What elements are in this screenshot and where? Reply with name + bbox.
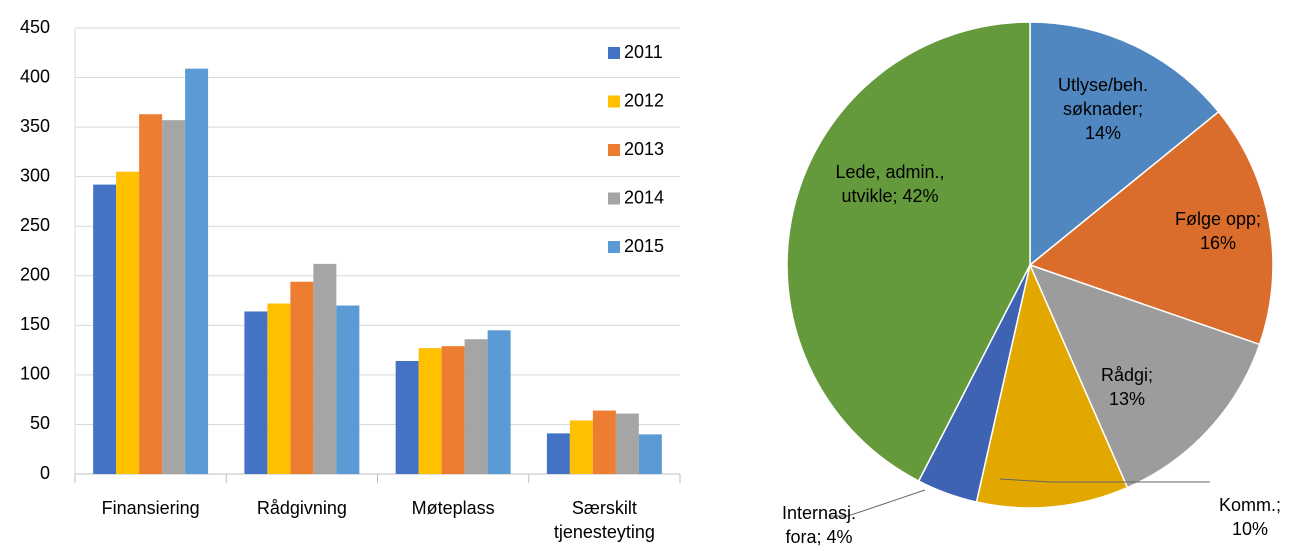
bar — [546, 433, 570, 474]
legend-swatch — [608, 47, 620, 59]
legend-swatch — [608, 144, 620, 156]
y-tick-label: 0 — [40, 463, 50, 483]
bar — [395, 361, 419, 474]
bar — [313, 263, 337, 474]
bar — [487, 330, 511, 474]
x-tick-label: Særskilt tjenesteyting — [553, 498, 655, 542]
x-tick-label: Møteplass — [411, 498, 495, 518]
y-tick-label: 300 — [20, 165, 50, 185]
y-tick-label: 200 — [20, 265, 50, 285]
bar — [185, 68, 209, 474]
x-tick-label: Rådgivning — [256, 498, 347, 518]
legend-label: 2015 — [624, 236, 664, 256]
y-tick-label: 450 — [20, 17, 50, 37]
y-tick-label: 250 — [20, 215, 50, 235]
leader-line — [999, 478, 1210, 483]
bar — [139, 114, 163, 474]
y-tick-label: 150 — [20, 314, 50, 334]
legend-label: 2011 — [624, 42, 663, 62]
bar — [615, 413, 639, 474]
legend-label: 2013 — [624, 139, 664, 159]
bar — [592, 410, 616, 474]
bar — [638, 434, 662, 474]
bar — [162, 120, 186, 474]
legend-label: 2012 — [624, 90, 664, 110]
bar — [569, 420, 593, 474]
pie-label: Komm.; 10% — [1218, 495, 1281, 539]
legend-swatch — [608, 95, 620, 108]
pie-slice — [1028, 110, 1274, 346]
x-tick-label: Finansiering — [101, 498, 200, 518]
bar — [290, 281, 314, 474]
y-tick-label: 350 — [20, 116, 50, 136]
bar — [244, 311, 268, 474]
bar — [267, 303, 291, 474]
y-tick-label: 50 — [30, 413, 50, 433]
legend-swatch — [608, 192, 620, 205]
bar — [93, 184, 117, 474]
bar — [464, 339, 488, 474]
pie-slice — [1028, 263, 1261, 489]
legend-swatch — [608, 241, 620, 253]
y-tick-label: 400 — [20, 66, 50, 86]
bar — [116, 171, 140, 474]
pie-label: Lede, admin., utvikle; 42% — [835, 162, 945, 206]
pie-label: Rådgi; 13% — [1100, 365, 1154, 409]
legend-label: 2014 — [624, 187, 664, 207]
leader-line — [829, 489, 926, 517]
pie-slice — [975, 262, 1129, 509]
pie-label: Følge opp; 16% — [1174, 209, 1262, 253]
pie-slice — [786, 21, 1031, 482]
pie-slice — [1029, 21, 1220, 267]
bar — [441, 346, 465, 474]
bar — [418, 348, 442, 474]
y-tick-label: 100 — [20, 364, 50, 384]
pie-label: Utlyse/beh. søknader; 14% — [1057, 75, 1149, 143]
pie-label: Internasj. fora; 4% — [781, 503, 857, 547]
bar — [336, 305, 360, 474]
